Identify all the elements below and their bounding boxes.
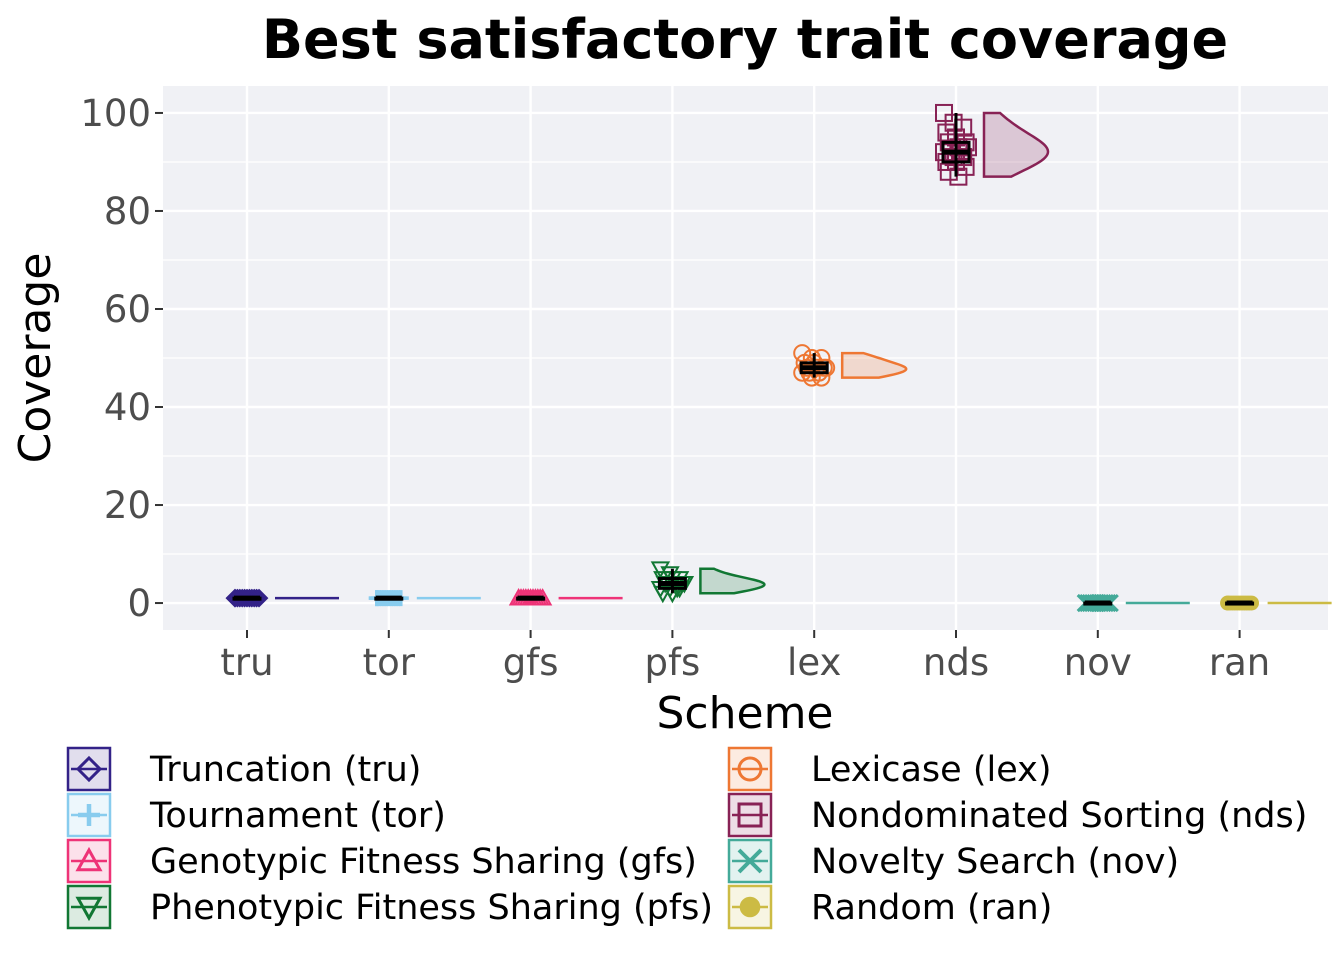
legend-marker-pfs: [75, 896, 103, 922]
legend-item-tru: Truncation (tru): [66, 746, 421, 792]
x-axis-title: Scheme: [656, 688, 833, 739]
point-nds-shape: [949, 167, 968, 186]
y-tick-label: 80: [104, 190, 151, 233]
point-nds-shape: [937, 123, 956, 142]
legend-marker-pfs-shape: [75, 896, 103, 922]
points-tru: [225, 588, 269, 608]
legend-item-nov: Novelty Search (nov): [727, 838, 1179, 884]
point-tru-shape: [242, 588, 262, 608]
legend-marker-tor: [78, 804, 100, 826]
boxplot-tor: [374, 595, 404, 601]
legend-label: Random (ran): [811, 888, 1052, 928]
x-tick-label: nds: [923, 641, 989, 684]
violin-nds: [982, 111, 1050, 178]
x-tick-label: gfs: [503, 641, 559, 684]
point-nds-shape: [935, 103, 953, 122]
boxplot-nds: [941, 112, 971, 177]
point-tru-shape: [225, 588, 245, 608]
x-tick-label: ran: [1209, 641, 1270, 684]
chart-title: Best satisfactory trait coverage: [262, 8, 1228, 71]
legend-item-nds: Nondominated Sorting (nds): [727, 792, 1307, 838]
legend-marker-gfs: [75, 846, 103, 872]
x-tick-label: pfs: [645, 641, 701, 684]
legend-marker-lex-shape: [737, 756, 763, 782]
legend-label: Lexicase (lex): [811, 750, 1052, 790]
violin-lex: [840, 351, 908, 379]
legend-marker-nov: [737, 848, 763, 874]
point-tru-shape: [247, 588, 267, 608]
y-tick-label: 0: [127, 582, 151, 625]
point-nds: [935, 103, 953, 122]
boxplot-tru: [232, 595, 262, 601]
legend: Truncation (tru) Tournament (tor) Genotypi…: [66, 746, 1307, 930]
x-tick-label: nov: [1064, 641, 1132, 684]
point-nds: [949, 167, 968, 186]
boxplot-pfs: [657, 568, 687, 594]
x-axis-ticks: tru tor gfs pfs lex nds nov ran: [220, 630, 1270, 684]
legend-marker-nds-shape: [737, 802, 763, 828]
legend-marker-tru: [75, 755, 103, 783]
legend-marker-ran-shape: [739, 896, 761, 918]
y-tick-label: 20: [104, 484, 151, 527]
legend-marker-tor-shape: [78, 804, 100, 826]
point-tru: [225, 588, 245, 608]
legend-label: Tournament (tor): [149, 796, 446, 836]
legend-item-gfs: Genotypic Fitness Sharing (gfs): [66, 838, 697, 884]
legend-item-lex: Lexicase (lex): [727, 746, 1052, 792]
violin-layer: [275, 111, 1332, 605]
boxplot-ran: [1225, 600, 1255, 606]
legend-label: Phenotypic Fitness Sharing (pfs): [150, 888, 713, 928]
y-tick-label: 100: [80, 92, 151, 135]
legend-item-ran: Random (ran): [727, 884, 1052, 930]
x-tick-label: lex: [787, 641, 841, 684]
point-tru: [247, 588, 267, 608]
legend-marker-tru-shape: [75, 755, 103, 783]
y-tick-label: 60: [104, 288, 151, 331]
x-tick-label: tru: [220, 641, 273, 684]
y-axis-title: Coverage: [10, 253, 61, 464]
legend-marker-nov-shape: [737, 848, 763, 874]
point-tru: [242, 588, 262, 608]
boxplot-layer: [232, 112, 1255, 606]
point-tru-shape: [249, 588, 269, 608]
legend-label: Nondominated Sorting (nds): [811, 796, 1307, 836]
boxplot-nov: [1083, 600, 1113, 606]
y-axis-ticks: 0 20 40 60 80 100: [80, 92, 163, 625]
legend-label: Genotypic Fitness Sharing (gfs): [150, 842, 697, 882]
legend-marker-lex: [737, 756, 763, 782]
legend-item-pfs: Phenotypic Fitness Sharing (pfs): [66, 884, 713, 930]
point-nds: [937, 123, 956, 142]
boxplot-gfs: [516, 595, 546, 601]
legend-marker-nds: [737, 802, 763, 828]
legend-label: Truncation (tru): [149, 750, 421, 790]
y-tick-label: 40: [104, 386, 151, 429]
point-tru: [249, 588, 269, 608]
x-tick-label: tor: [363, 641, 416, 684]
legend-marker-gfs-shape: [75, 846, 103, 872]
legend-marker-ran: [739, 896, 761, 918]
legend-label: Novelty Search (nov): [811, 842, 1179, 882]
grid-lines: [163, 86, 1328, 630]
legend-item-tor: Tournament (tor): [66, 792, 446, 838]
boxplot-lex: [799, 353, 829, 378]
violin-pfs: [699, 567, 766, 595]
